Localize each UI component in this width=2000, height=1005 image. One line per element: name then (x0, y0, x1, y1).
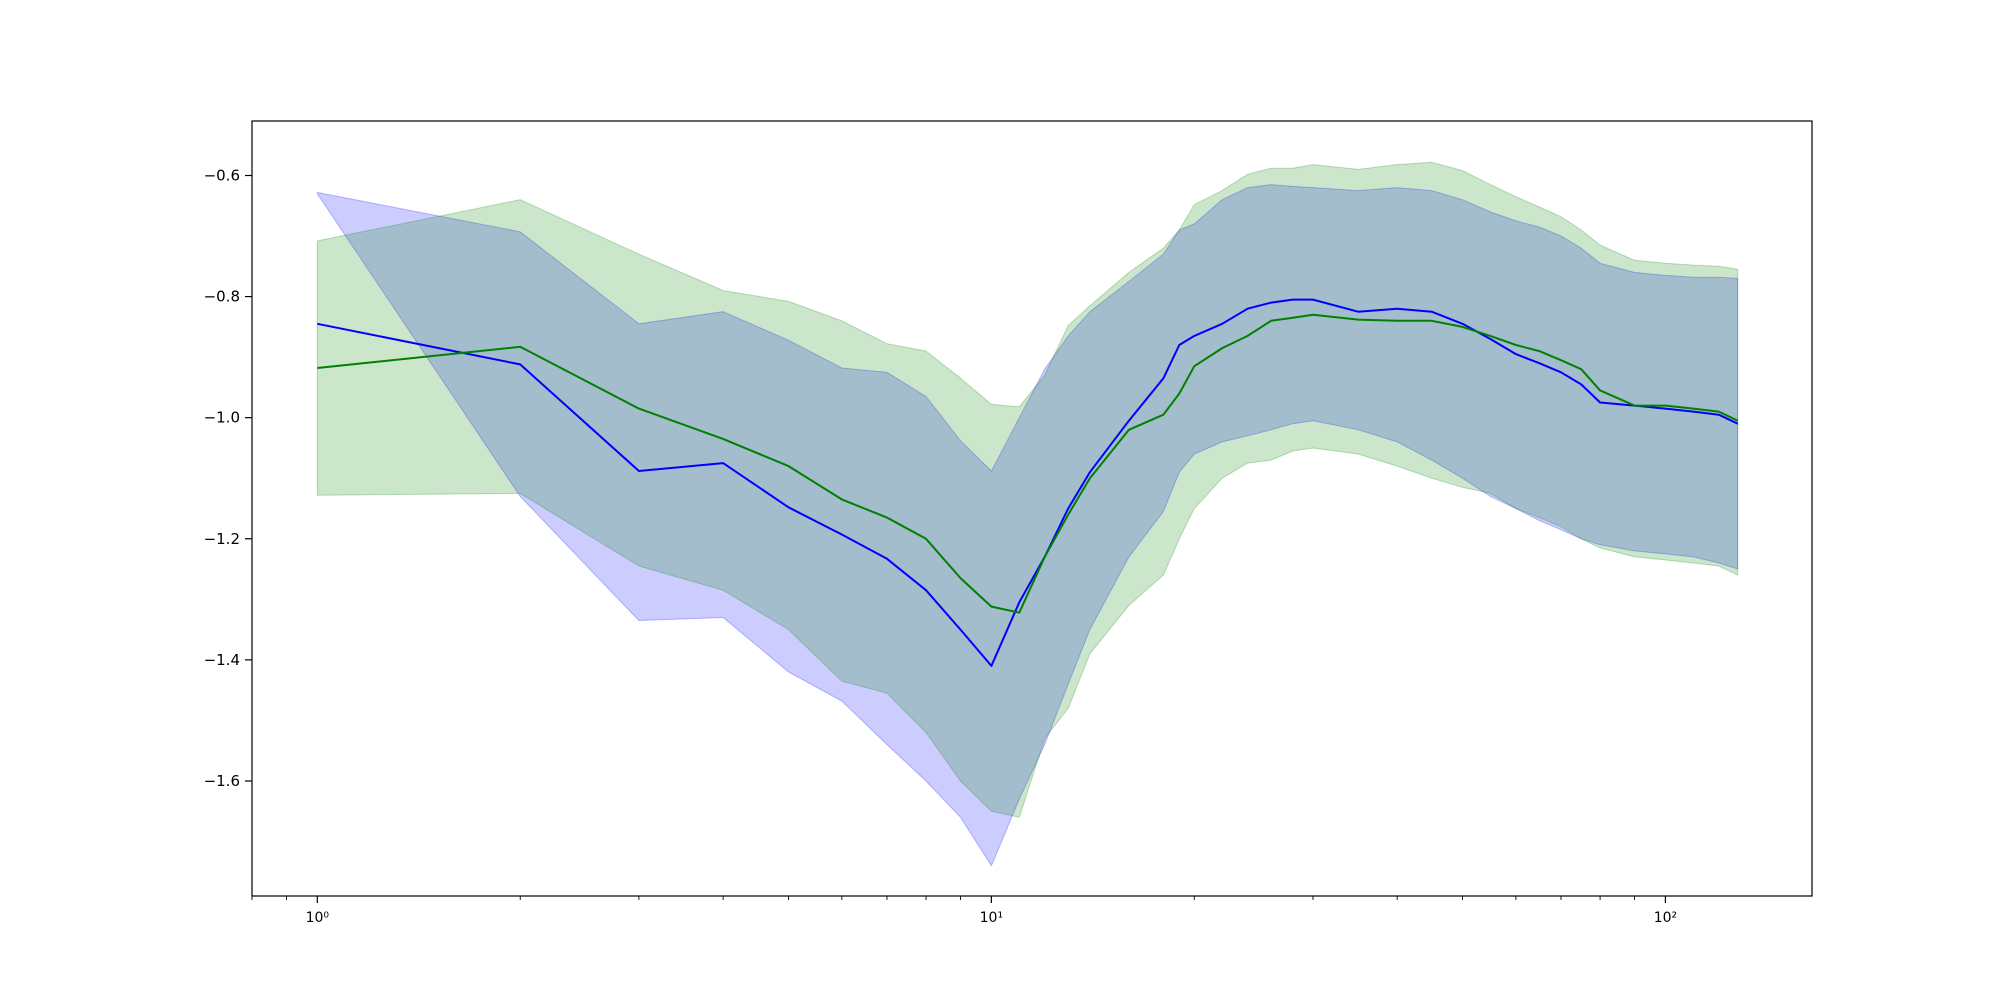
series-lines (317, 298, 1739, 667)
y-tick-label-4: −1.4 (204, 651, 240, 669)
series-0-band (316, 184, 1739, 867)
plot-area-frame (251, 120, 1813, 897)
series-0-line (317, 298, 1739, 667)
y-tick-label-2: −1.0 (204, 409, 240, 427)
x-tick-label-1: 10¹ (980, 910, 1003, 926)
y-tick-label-1: −0.8 (204, 288, 240, 306)
x-axis: 10⁰ 10¹ 10² (251, 896, 1677, 926)
x-tick-label-2: 10² (1654, 910, 1677, 926)
series-1-band (316, 161, 1739, 818)
x-tick-label-0: 10⁰ (306, 910, 330, 926)
series-1-line (317, 313, 1739, 614)
confidence-bands (316, 161, 1739, 867)
y-tick-label-3: −1.2 (204, 530, 240, 548)
y-tick-label-0: −0.6 (204, 166, 240, 184)
y-axis: −0.6 −0.8 −1.0 −1.2 −1.4 −1.6 (204, 166, 252, 790)
y-tick-label-5: −1.6 (204, 772, 240, 790)
